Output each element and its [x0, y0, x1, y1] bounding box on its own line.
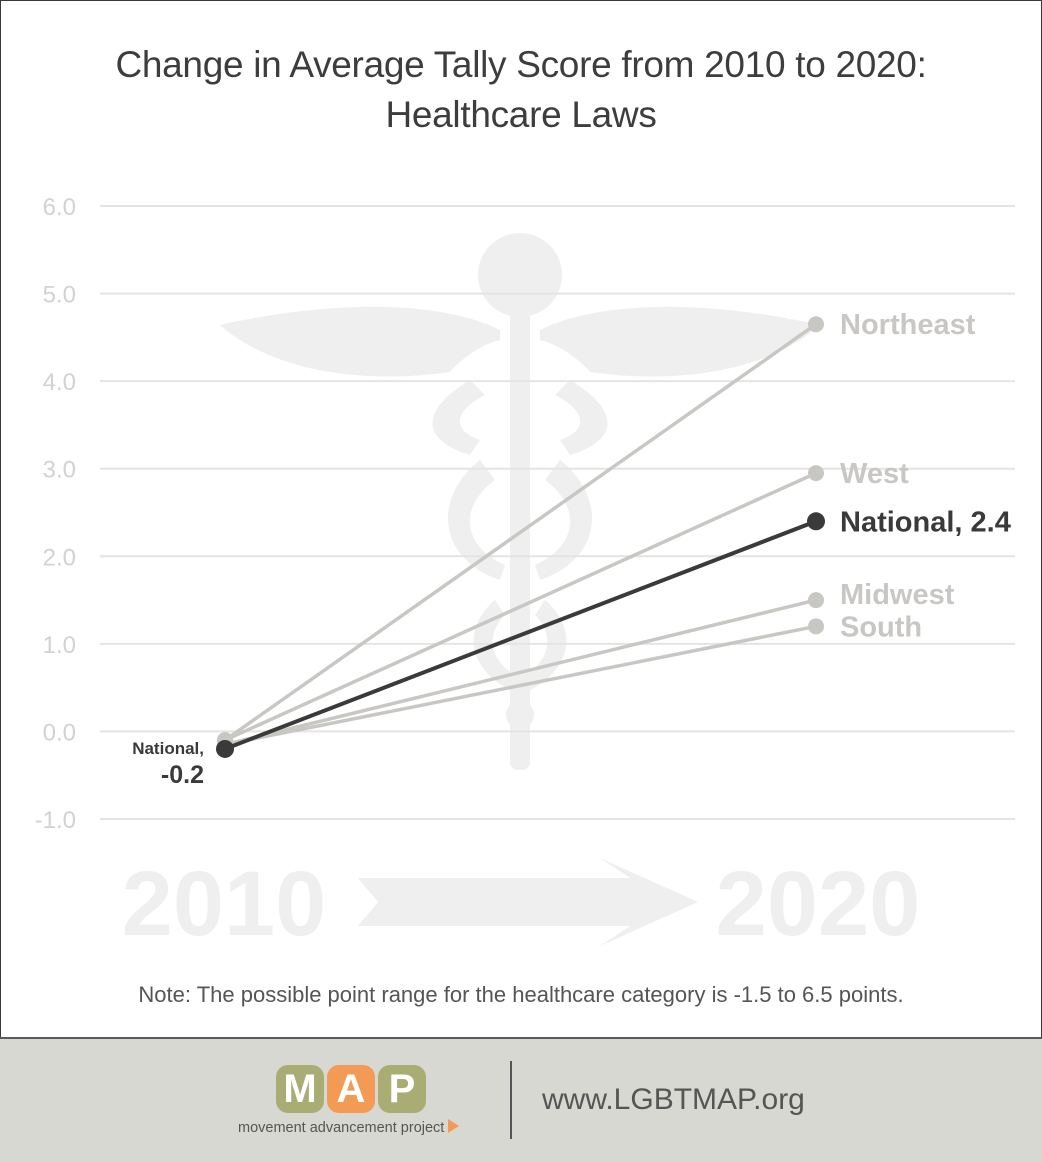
y-tick-label: 6.0 [43, 194, 76, 221]
point-national-2010 [216, 739, 234, 758]
line-chart: 6.0 5.0 4.0 3.0 2.0 1.0 0.0 -1.0 2010 2020 Nort… [35, 194, 1015, 955]
logo-tagline: movement advancement project [238, 1119, 460, 1136]
start-label-national-name: National, [132, 739, 204, 758]
y-axis-ticks: 6.0 5.0 4.0 3.0 2.0 1.0 0.0 -1.0 [35, 194, 76, 834]
y-tick-label: 2.0 [43, 544, 76, 571]
y-tick-label: 5.0 [43, 282, 76, 309]
point-national-2020 [807, 512, 825, 531]
y-tick-label: 3.0 [43, 457, 76, 484]
chart-title-line-1: Change in Average Tally Score from 2010 … [115, 44, 927, 85]
footer: M A P movement advancement project www.L… [0, 1037, 1042, 1162]
point-northeast-2020 [808, 316, 824, 333]
series-lines [216, 316, 825, 758]
end-label-west: West [840, 458, 909, 490]
gridlines [100, 205, 1015, 820]
y-tick-label: 0.0 [43, 719, 76, 746]
end-label-midwest: Midwest [840, 579, 955, 611]
end-label-national: National, 2.4 [840, 506, 1011, 538]
logo-letter-p: P [378, 1065, 426, 1113]
year-watermark: 2010 2020 [122, 853, 921, 955]
point-south-2020 [808, 618, 824, 635]
background-year-2020: 2020 [716, 853, 921, 955]
logo-letter-m: M [276, 1065, 324, 1113]
series-line-south [224, 624, 817, 747]
start-label-national-value: -0.2 [161, 761, 204, 789]
point-midwest-2020 [808, 592, 824, 609]
series-line-northeast [223, 322, 818, 742]
y-tick-label: 4.0 [43, 369, 76, 396]
series-line-midwest [224, 598, 817, 747]
logo-letters: M A P [276, 1065, 426, 1113]
end-label-northeast: Northeast [840, 309, 976, 341]
chart-title-line-2: Healthcare Laws [385, 94, 657, 135]
series-line-west [224, 471, 817, 742]
caduceus-watermark-icon [220, 233, 820, 770]
y-tick-label: -1.0 [35, 807, 76, 834]
point-west-2020 [808, 465, 824, 482]
website-link[interactable]: www.LGBTMAP.org [542, 1083, 805, 1116]
background-year-2010: 2010 [122, 853, 327, 955]
footer-divider [510, 1061, 512, 1139]
end-label-south: South [840, 611, 922, 643]
chart-title: Change in Average Tally Score from 2010 … [0, 40, 1042, 140]
logo-letter-a: A [327, 1065, 375, 1113]
y-tick-label: 1.0 [43, 632, 76, 659]
map-logo[interactable]: M A P movement advancement project [236, 1065, 486, 1145]
series-line-national [224, 519, 817, 751]
logo-tagline-text: movement advancement project [238, 1120, 445, 1136]
arrow-icon [358, 858, 698, 946]
play-arrow-icon [448, 1119, 460, 1133]
footnote: Note: The possible point range for the h… [138, 982, 904, 1007]
